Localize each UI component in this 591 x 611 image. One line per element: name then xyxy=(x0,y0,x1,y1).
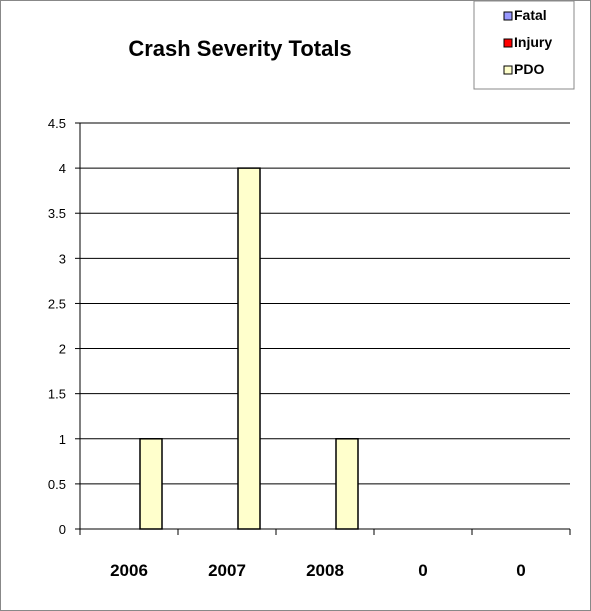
x-tick-label: 2007 xyxy=(208,561,246,580)
y-tick-label: 1 xyxy=(59,432,66,447)
y-tick-label: 4.5 xyxy=(48,116,66,131)
bar-pdo xyxy=(237,167,261,530)
x-tick-label: 0 xyxy=(418,561,427,580)
y-tick-label: 4 xyxy=(59,161,66,176)
bar-pdo xyxy=(335,438,359,530)
legend-label: Fatal xyxy=(514,7,547,23)
legend-label: Injury xyxy=(514,34,552,50)
bars xyxy=(139,167,359,530)
legend-label: PDO xyxy=(514,61,544,77)
y-tick-label: 3.5 xyxy=(48,206,66,221)
bar-pdo xyxy=(139,438,163,530)
y-tick-label: 3 xyxy=(59,251,66,266)
y-tick-label: 0.5 xyxy=(48,477,66,492)
x-tick-labels: 2006 2007 2008 0 0 xyxy=(110,561,526,580)
legend-swatch xyxy=(503,11,513,21)
y-tick-label: 0 xyxy=(59,522,66,537)
chart-title: Crash Severity Totals xyxy=(128,36,351,61)
y-tick-labels: 0 0.5 1 1.5 2 2.5 3 3.5 4 4.5 xyxy=(48,116,66,537)
legend: Fatal Injury PDO xyxy=(473,0,575,90)
y-tick-label: 2 xyxy=(59,342,66,357)
axes xyxy=(75,122,571,535)
x-tick-label: 2006 xyxy=(110,561,148,580)
legend-swatch xyxy=(503,38,513,48)
y-tick-label: 2.5 xyxy=(48,296,66,311)
legend-box xyxy=(473,0,575,90)
y-tick-label: 1.5 xyxy=(48,387,66,402)
x-tick-label: 2008 xyxy=(306,561,344,580)
x-tick-label: 0 xyxy=(516,561,525,580)
legend-swatch xyxy=(503,65,513,75)
gridlines xyxy=(80,122,570,485)
